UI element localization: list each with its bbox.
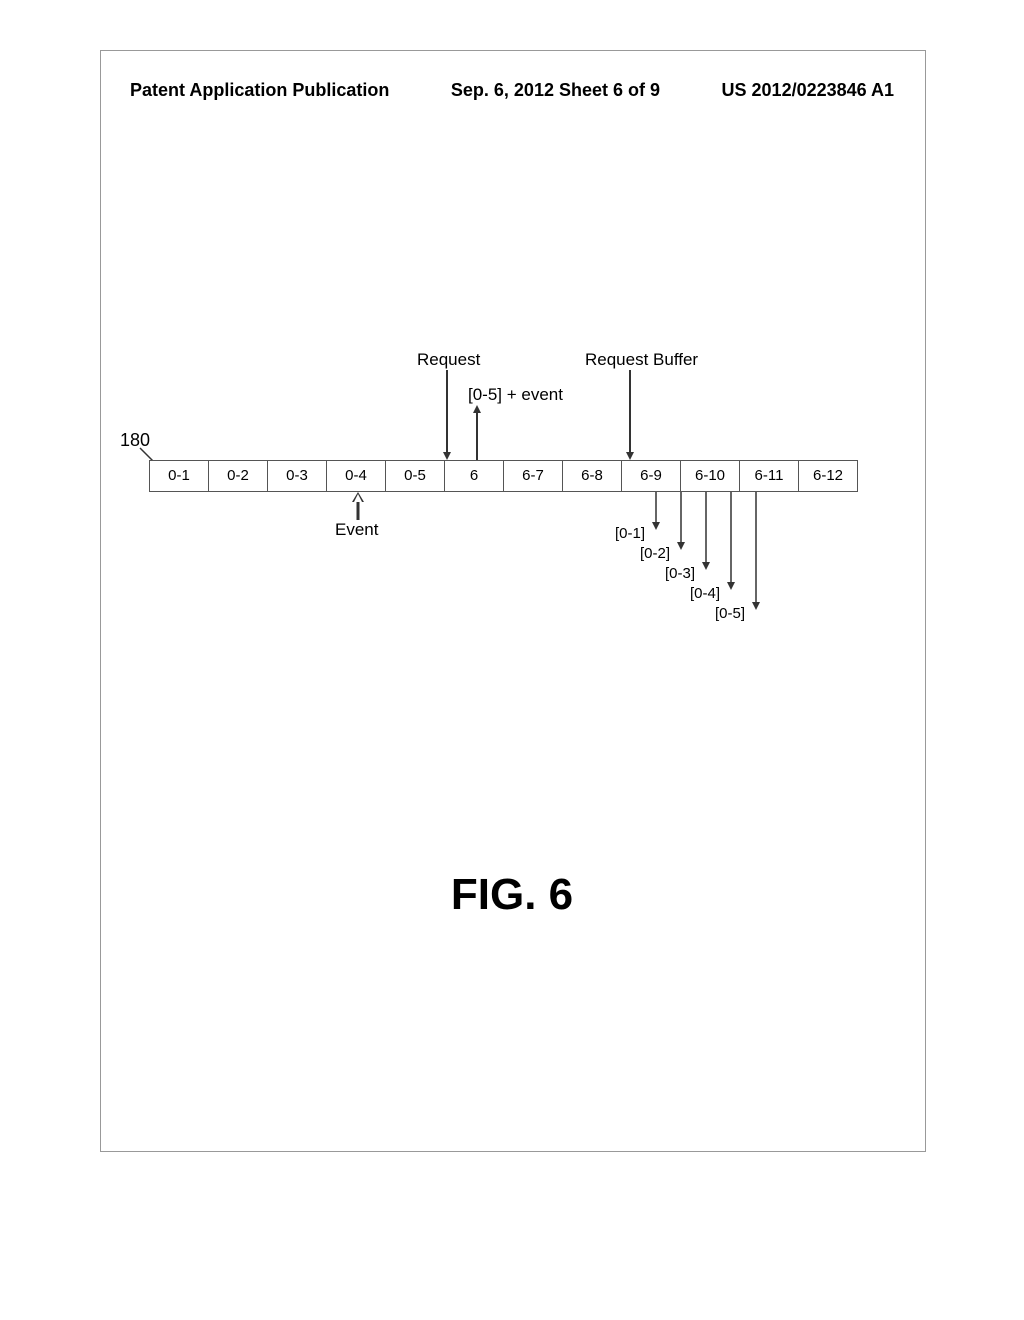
cascade-label: [0-4]	[690, 585, 720, 602]
cell: 6-7	[503, 460, 563, 492]
cascade-arrow	[727, 492, 735, 590]
figure-caption: FIG. 6	[0, 870, 1024, 920]
page-header: Patent Application Publication Sep. 6, 2…	[0, 80, 1024, 101]
cell: 6	[444, 460, 504, 492]
cell: 0-2	[208, 460, 268, 492]
cell: 0-3	[267, 460, 327, 492]
timeline-row: 0-1 0-2 0-3 0-4 0-5 6 6-7 6-8 6-9 6-10 6…	[150, 460, 858, 492]
cell: 0-5	[385, 460, 445, 492]
packet-up-arrow	[472, 405, 482, 460]
cascade-arrow	[677, 492, 685, 550]
cell: 6-11	[739, 460, 799, 492]
packet-label: [0-5] + event	[468, 385, 563, 405]
cascade-label: [0-1]	[615, 525, 645, 542]
cell: 6-10	[680, 460, 740, 492]
cell: 0-4	[326, 460, 386, 492]
cascade-arrow	[652, 492, 660, 530]
header-right: US 2012/0223846 A1	[722, 80, 894, 101]
cascade-label: [0-3]	[665, 565, 695, 582]
cascade-arrow	[702, 492, 710, 570]
cell: 0-1	[149, 460, 209, 492]
event-up-arrow	[350, 492, 366, 520]
cascade-label: [0-5]	[715, 605, 745, 622]
cascade-arrow	[752, 492, 760, 610]
cascade-label: [0-2]	[640, 545, 670, 562]
request-buffer-arrow	[625, 370, 635, 460]
header-left: Patent Application Publication	[130, 80, 389, 101]
header-mid: Sep. 6, 2012 Sheet 6 of 9	[451, 80, 660, 101]
cell: 6-8	[562, 460, 622, 492]
request-buffer-label: Request Buffer	[585, 350, 698, 370]
request-arrow	[442, 370, 452, 460]
cell: 6-9	[621, 460, 681, 492]
event-label: Event	[335, 520, 378, 540]
request-label: Request	[417, 350, 480, 370]
timeline-diagram: 180 Request [0-5] + event Request Buffer…	[130, 330, 900, 730]
cell: 6-12	[798, 460, 858, 492]
